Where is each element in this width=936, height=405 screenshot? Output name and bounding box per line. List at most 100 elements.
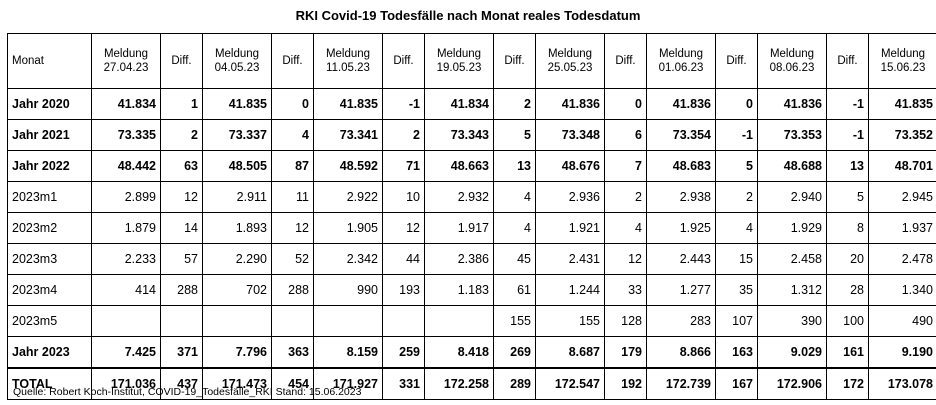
header-meldung-label: Meldung	[325, 48, 371, 60]
meldung-cell: 73.341	[313, 119, 383, 151]
meldung-cell: 2.478	[868, 243, 936, 275]
diff-cell: 12	[271, 212, 314, 244]
diff-cell: 44	[382, 243, 425, 275]
meldung-cell: 1.917	[424, 212, 494, 244]
table-row: 2023m1 2.899 12 2.911 11 2.922 10 2.932 4 2.936 2 2…	[7, 181, 936, 213]
meldung-cell: 702	[202, 274, 272, 306]
diff-cell: 2	[382, 119, 425, 151]
header-meldung-label: Meldung	[214, 48, 260, 60]
diff-cell: 100	[826, 305, 869, 337]
diff-cell: 331	[382, 367, 425, 400]
diff-cell: 11	[271, 181, 314, 213]
meldung-cell: 2.932	[424, 181, 494, 213]
diff-cell: 371	[160, 336, 203, 369]
diff-cell: 0	[604, 88, 647, 120]
meldung-cell	[202, 305, 272, 337]
header-diff: Diff.	[271, 33, 314, 89]
meldung-cell: 2.940	[757, 181, 827, 213]
diff-cell: 7	[604, 150, 647, 182]
diff-cell: 163	[715, 336, 758, 369]
diff-cell: 4	[604, 212, 647, 244]
row-label: 2023m3	[7, 243, 92, 275]
meldung-cell: 2.342	[313, 243, 383, 275]
meldung-cell: 2.458	[757, 243, 827, 275]
header-meldung: Meldung 08.06.23	[757, 33, 827, 89]
diff-cell: 12	[382, 212, 425, 244]
meldung-cell: 2.936	[535, 181, 605, 213]
diff-cell: 4	[493, 181, 536, 213]
meldung-cell: 8.687	[535, 336, 605, 369]
meldung-cell: 41.835	[313, 88, 383, 120]
meldung-cell: 2.911	[202, 181, 272, 213]
meldung-cell: 171.473	[202, 367, 272, 400]
diff-cell: 6	[604, 119, 647, 151]
meldung-cell: 41.836	[757, 88, 827, 120]
diff-cell: 167	[715, 367, 758, 400]
meldung-cell: 41.835	[868, 88, 936, 120]
diff-cell: 61	[493, 274, 536, 306]
meldung-cell: 73.335	[91, 119, 161, 151]
meldung-cell: 41.834	[424, 88, 494, 120]
deaths-table: Monat Meldung 27.04.23 Diff. Meldung 04.05.23…	[7, 33, 936, 400]
table-row: 2023m2 1.879 14 1.893 12 1.905 12 1.917 4 1.921 4 1…	[7, 212, 936, 244]
diff-cell: 57	[160, 243, 203, 275]
meldung-cell: 73.354	[646, 119, 716, 151]
meldung-cell: 390	[757, 305, 827, 337]
diff-cell: 28	[826, 274, 869, 306]
header-meldung: Meldung 19.05.23	[424, 33, 494, 89]
diff-cell	[160, 305, 203, 337]
meldung-cell: 48.663	[424, 150, 494, 182]
diff-cell: 87	[271, 150, 314, 182]
meldung-cell: 48.701	[868, 150, 936, 182]
meldung-cell: 1.937	[868, 212, 936, 244]
header-meldung-date: 19.05.23	[436, 62, 482, 74]
diff-cell: 161	[826, 336, 869, 369]
diff-cell: 0	[271, 88, 314, 120]
meldung-cell: 172.906	[757, 367, 827, 400]
row-label: Jahr 2020	[7, 88, 92, 120]
meldung-cell: 41.834	[91, 88, 161, 120]
meldung-cell: 48.676	[535, 150, 605, 182]
diff-cell: 107	[715, 305, 758, 337]
meldung-cell: 490	[868, 305, 936, 337]
diff-cell: 5	[493, 119, 536, 151]
meldung-cell: 1.893	[202, 212, 272, 244]
diff-cell: 193	[382, 274, 425, 306]
table-row: Jahr 2020 41.834 1 41.835 0 41.835 -1 41.834 2 41…	[7, 88, 936, 120]
meldung-cell: 2.938	[646, 181, 716, 213]
meldung-cell: 73.353	[757, 119, 827, 151]
diff-cell: 179	[604, 336, 647, 369]
meldung-cell: 1.929	[757, 212, 827, 244]
row-label: 2023m4	[7, 274, 92, 306]
header-meldung: Meldung 04.05.23	[202, 33, 272, 89]
meldung-cell: 1.244	[535, 274, 605, 306]
header-diff: Diff.	[382, 33, 425, 89]
meldung-cell	[91, 305, 161, 337]
diff-cell: 14	[160, 212, 203, 244]
header-meldung-label: Meldung	[103, 48, 149, 60]
diff-cell	[382, 305, 425, 337]
diff-cell: 2	[604, 181, 647, 213]
diff-cell: -1	[826, 88, 869, 120]
header-month: Monat	[7, 33, 92, 89]
meldung-cell: 73.348	[535, 119, 605, 151]
meldung-cell: 7.796	[202, 336, 272, 369]
meldung-cell	[313, 305, 383, 337]
diff-cell: 288	[271, 274, 314, 306]
diff-cell: 2	[715, 181, 758, 213]
table-row: 2023m4 414 288 702 288 990 193 1.183 61 1.244 33 1.…	[7, 274, 936, 306]
meldung-cell: 73.337	[202, 119, 272, 151]
header-row: Monat Meldung 27.04.23 Diff. Meldung 04.05.23…	[7, 33, 936, 89]
header-meldung-label: Meldung	[547, 48, 593, 60]
source-note: Quelle: Robert Koch-Institut, COVID-19_T…	[13, 386, 362, 398]
diff-cell: 1	[160, 88, 203, 120]
meldung-cell: 8.418	[424, 336, 494, 369]
meldung-cell: 73.352	[868, 119, 936, 151]
header-meldung-date: 15.06.23	[880, 62, 926, 74]
row-label: TOTAL	[7, 367, 92, 400]
diff-cell: 63	[160, 150, 203, 182]
meldung-cell: 172.547	[535, 367, 605, 400]
header-meldung-label: Meldung	[769, 48, 815, 60]
meldung-cell: 9.029	[757, 336, 827, 369]
diff-cell: 2	[493, 88, 536, 120]
